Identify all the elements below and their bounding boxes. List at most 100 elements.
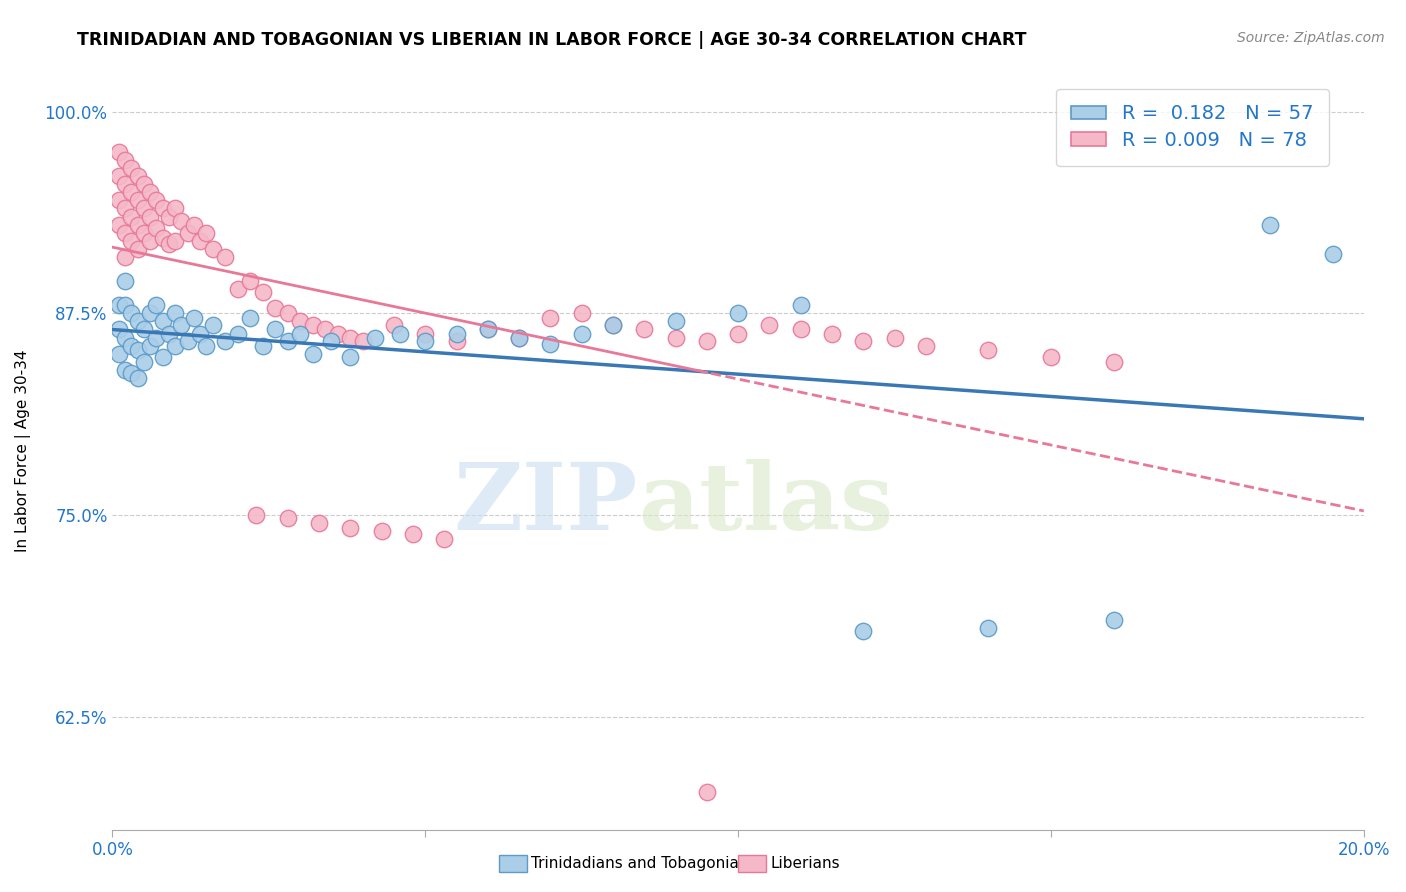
Point — [370, 524, 392, 538]
Point — [540, 337, 562, 351]
Point — [727, 306, 749, 320]
Point — [571, 306, 593, 320]
Text: TRINIDADIAN AND TOBAGONIAN VS LIBERIAN IN LABOR FORCE | AGE 30-34 CORRELATION CH: TRINIDADIAN AND TOBAGONIAN VS LIBERIAN I… — [77, 31, 1026, 49]
Point — [214, 250, 236, 264]
Point — [727, 327, 749, 342]
Point — [201, 242, 224, 256]
Point — [139, 234, 162, 248]
Point — [277, 334, 299, 348]
Point — [132, 178, 155, 192]
Point — [883, 330, 905, 344]
Point — [163, 202, 186, 216]
Point — [446, 334, 468, 348]
Point — [277, 306, 299, 320]
Point — [1102, 355, 1125, 369]
Point — [188, 327, 211, 342]
Text: Liberians: Liberians — [770, 856, 841, 871]
Point — [314, 322, 336, 336]
Point — [114, 250, 136, 264]
Text: atlas: atlas — [638, 458, 893, 549]
Point — [852, 334, 875, 348]
Point — [176, 226, 198, 240]
Point — [290, 314, 312, 328]
Point — [977, 343, 1000, 358]
Text: Trinidadians and Tobagonians: Trinidadians and Tobagonians — [531, 856, 756, 871]
Point — [127, 343, 149, 358]
Point — [696, 334, 718, 348]
Point — [508, 330, 530, 344]
Point — [1322, 246, 1344, 260]
Point — [821, 327, 844, 342]
Point — [132, 355, 155, 369]
Point — [326, 327, 349, 342]
Point — [382, 318, 405, 332]
Legend: R =  0.182   N = 57, R = 0.009   N = 78: R = 0.182 N = 57, R = 0.009 N = 78 — [1056, 88, 1329, 166]
Point — [1039, 350, 1063, 364]
Point — [252, 338, 274, 352]
Point — [107, 322, 129, 336]
Point — [790, 298, 813, 312]
Point — [245, 508, 267, 522]
Point — [139, 306, 162, 320]
Point — [415, 334, 437, 348]
Point — [145, 330, 167, 344]
Point — [120, 234, 142, 248]
Point — [415, 327, 437, 342]
Point — [139, 338, 162, 352]
Point — [252, 285, 274, 300]
Point — [114, 226, 136, 240]
Point — [188, 234, 211, 248]
Point — [139, 210, 162, 224]
Point — [477, 322, 499, 336]
Point — [120, 161, 142, 176]
Point — [758, 318, 780, 332]
Point — [915, 338, 938, 352]
Point — [301, 346, 323, 360]
Point — [214, 334, 236, 348]
Point — [127, 194, 149, 208]
Point — [127, 169, 149, 184]
Point — [157, 210, 180, 224]
Point — [389, 327, 412, 342]
Y-axis label: In Labor Force | Age 30-34: In Labor Force | Age 30-34 — [14, 349, 31, 552]
Point — [163, 234, 186, 248]
Point — [120, 210, 142, 224]
Point — [114, 298, 136, 312]
Point — [508, 330, 530, 344]
Point — [540, 311, 562, 326]
Point — [107, 346, 129, 360]
Point — [107, 194, 129, 208]
Point — [277, 511, 299, 525]
Point — [664, 330, 686, 344]
Point — [152, 314, 174, 328]
Point — [107, 298, 129, 312]
Point — [107, 218, 129, 232]
Point — [127, 218, 149, 232]
Point — [163, 306, 186, 320]
Point — [852, 624, 875, 639]
Text: Source: ZipAtlas.com: Source: ZipAtlas.com — [1237, 31, 1385, 45]
Point — [132, 202, 155, 216]
Point — [339, 330, 361, 344]
Point — [195, 338, 218, 352]
Point — [339, 521, 361, 535]
Point — [1102, 613, 1125, 627]
Point — [152, 350, 174, 364]
Point — [132, 322, 155, 336]
Point — [977, 621, 1000, 635]
Point — [1258, 218, 1281, 232]
Point — [170, 214, 193, 228]
Point — [120, 186, 142, 200]
Point — [114, 363, 136, 377]
Point — [152, 230, 174, 244]
Point — [402, 527, 425, 541]
Text: ZIP: ZIP — [454, 458, 638, 549]
Point — [571, 327, 593, 342]
Point — [321, 334, 343, 348]
Point — [195, 226, 218, 240]
Point — [239, 274, 262, 288]
Point — [602, 318, 624, 332]
Point — [477, 322, 499, 336]
Point — [183, 218, 205, 232]
Point — [239, 311, 262, 326]
